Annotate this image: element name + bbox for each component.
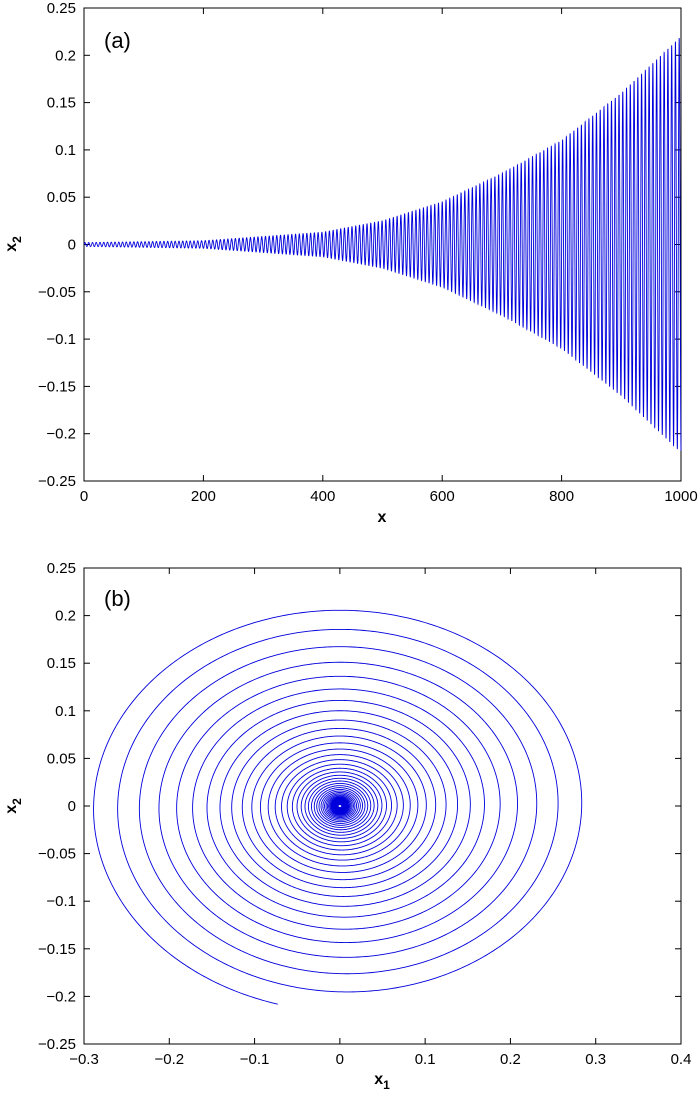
svg-text:x2: x2	[3, 236, 24, 252]
panel-a-xtick-label: 0	[80, 488, 88, 505]
panel-b-ytick-label: 0.05	[47, 750, 76, 767]
panel-a-xtick-label: 800	[549, 488, 574, 505]
svg-text:x1: x1	[374, 1071, 390, 1092]
panel-a-xtick-label: 200	[191, 488, 216, 505]
panel-b-label: (b)	[104, 586, 131, 611]
panel-a-ytick-label: 0.2	[55, 47, 76, 64]
panel-a-ylabel-sub: 2	[10, 236, 24, 243]
panel-b-ylabel-main: x	[3, 805, 20, 814]
panel-a-ytick-label: −0.2	[46, 426, 76, 443]
panel-b-ytick-label: 0.1	[55, 703, 76, 720]
panel-b-xlabel-sub: 1	[383, 1078, 390, 1092]
panel-b-plot-area	[83, 567, 682, 1045]
panel-a-ytick-label: −0.25	[38, 473, 76, 490]
panel-a-ytick-label: 0.15	[47, 95, 76, 112]
panel-b-series-line	[93, 609, 583, 1005]
svg-text:x2: x2	[3, 798, 24, 814]
panel-b-ytick-label: −0.05	[38, 846, 76, 863]
panel-a-ylabel-main: x	[3, 243, 20, 252]
panel-b-ytick-label: 0.2	[55, 608, 76, 625]
panel-b-xlabel-main: x	[374, 1071, 383, 1088]
panel-a-ytick-label: −0.05	[38, 284, 76, 301]
panel-b-xtick-label: −0.3	[69, 1051, 99, 1068]
panel-b-xtick-label: 0.1	[415, 1051, 436, 1068]
panel-a-xtick-label: 600	[430, 488, 455, 505]
panel-a-ytick-label: −0.1	[46, 331, 76, 348]
panel-a-xtick-label: 1000	[664, 488, 697, 505]
panel-b-ytick-label: 0	[68, 798, 76, 815]
panel-b-ytick-label: 0.15	[47, 655, 76, 672]
panel-a-y-axis-label: x2	[3, 236, 24, 252]
panel-a-yticks: −0.25 −0.2 −0.15 −0.1 −0.05 0 0.05 0.1 0.15 0.2 0.…	[38, 0, 681, 490]
panel-a-x-axis-label: x	[378, 509, 387, 526]
panel-a-series-line	[83, 37, 682, 452]
panel-a-label: (a)	[104, 28, 131, 53]
panel-b: (b) −0.3 −0.2 −0.1 0 0.1 0.2 0.3 0.4 −0.25−0.2−…	[3, 560, 691, 1092]
panel-a-ytick-label: 0.25	[47, 0, 76, 17]
panel-b-xtick-label: −0.2	[154, 1051, 184, 1068]
panel-b-ytick-label: 0.25	[47, 560, 76, 577]
panel-b-xtick-label: 0.2	[500, 1051, 521, 1068]
panel-b-ylabel-sub: 2	[10, 798, 24, 805]
panel-b-ytick-label: −0.25	[38, 1036, 76, 1053]
panel-b-ytick-label: −0.2	[46, 988, 76, 1005]
panel-b-ytick-label: −0.1	[46, 893, 76, 910]
panel-b-y-axis-label: x2	[3, 798, 24, 814]
panel-b-yticks: −0.25 −0.2 −0.15 −0.1 −0.05 0 0.05 0.1 0.15 0.2 0.…	[38, 560, 681, 1053]
panel-b-xtick-label: 0	[336, 1051, 344, 1068]
panel-a-xtick-label: 400	[310, 488, 335, 505]
panel-b-xtick-label: −0.1	[240, 1051, 270, 1068]
panel-a: (a) 0 200 400 600 800 1000 −0.25 −0.2 −0.15 −0.1…	[3, 0, 698, 526]
panel-a-ytick-label: 0	[68, 237, 76, 254]
panel-a-xticks: 0 200 400 600 800 1000	[80, 8, 698, 505]
panel-b-xtick-label: 0.3	[585, 1051, 606, 1068]
panel-b-xtick-label: 0.4	[671, 1051, 692, 1068]
panel-b-ytick-label: −0.15	[38, 941, 76, 958]
panel-a-ytick-label: 0.05	[47, 189, 76, 206]
panel-a-ytick-label: 0.1	[55, 142, 76, 159]
panel-a-ytick-label: −0.15	[38, 378, 76, 395]
panel-b-x-axis-label: x1	[374, 1071, 390, 1092]
panel-b-xticks: −0.3 −0.2 −0.1 0 0.1 0.2 0.3 0.4	[69, 568, 691, 1068]
